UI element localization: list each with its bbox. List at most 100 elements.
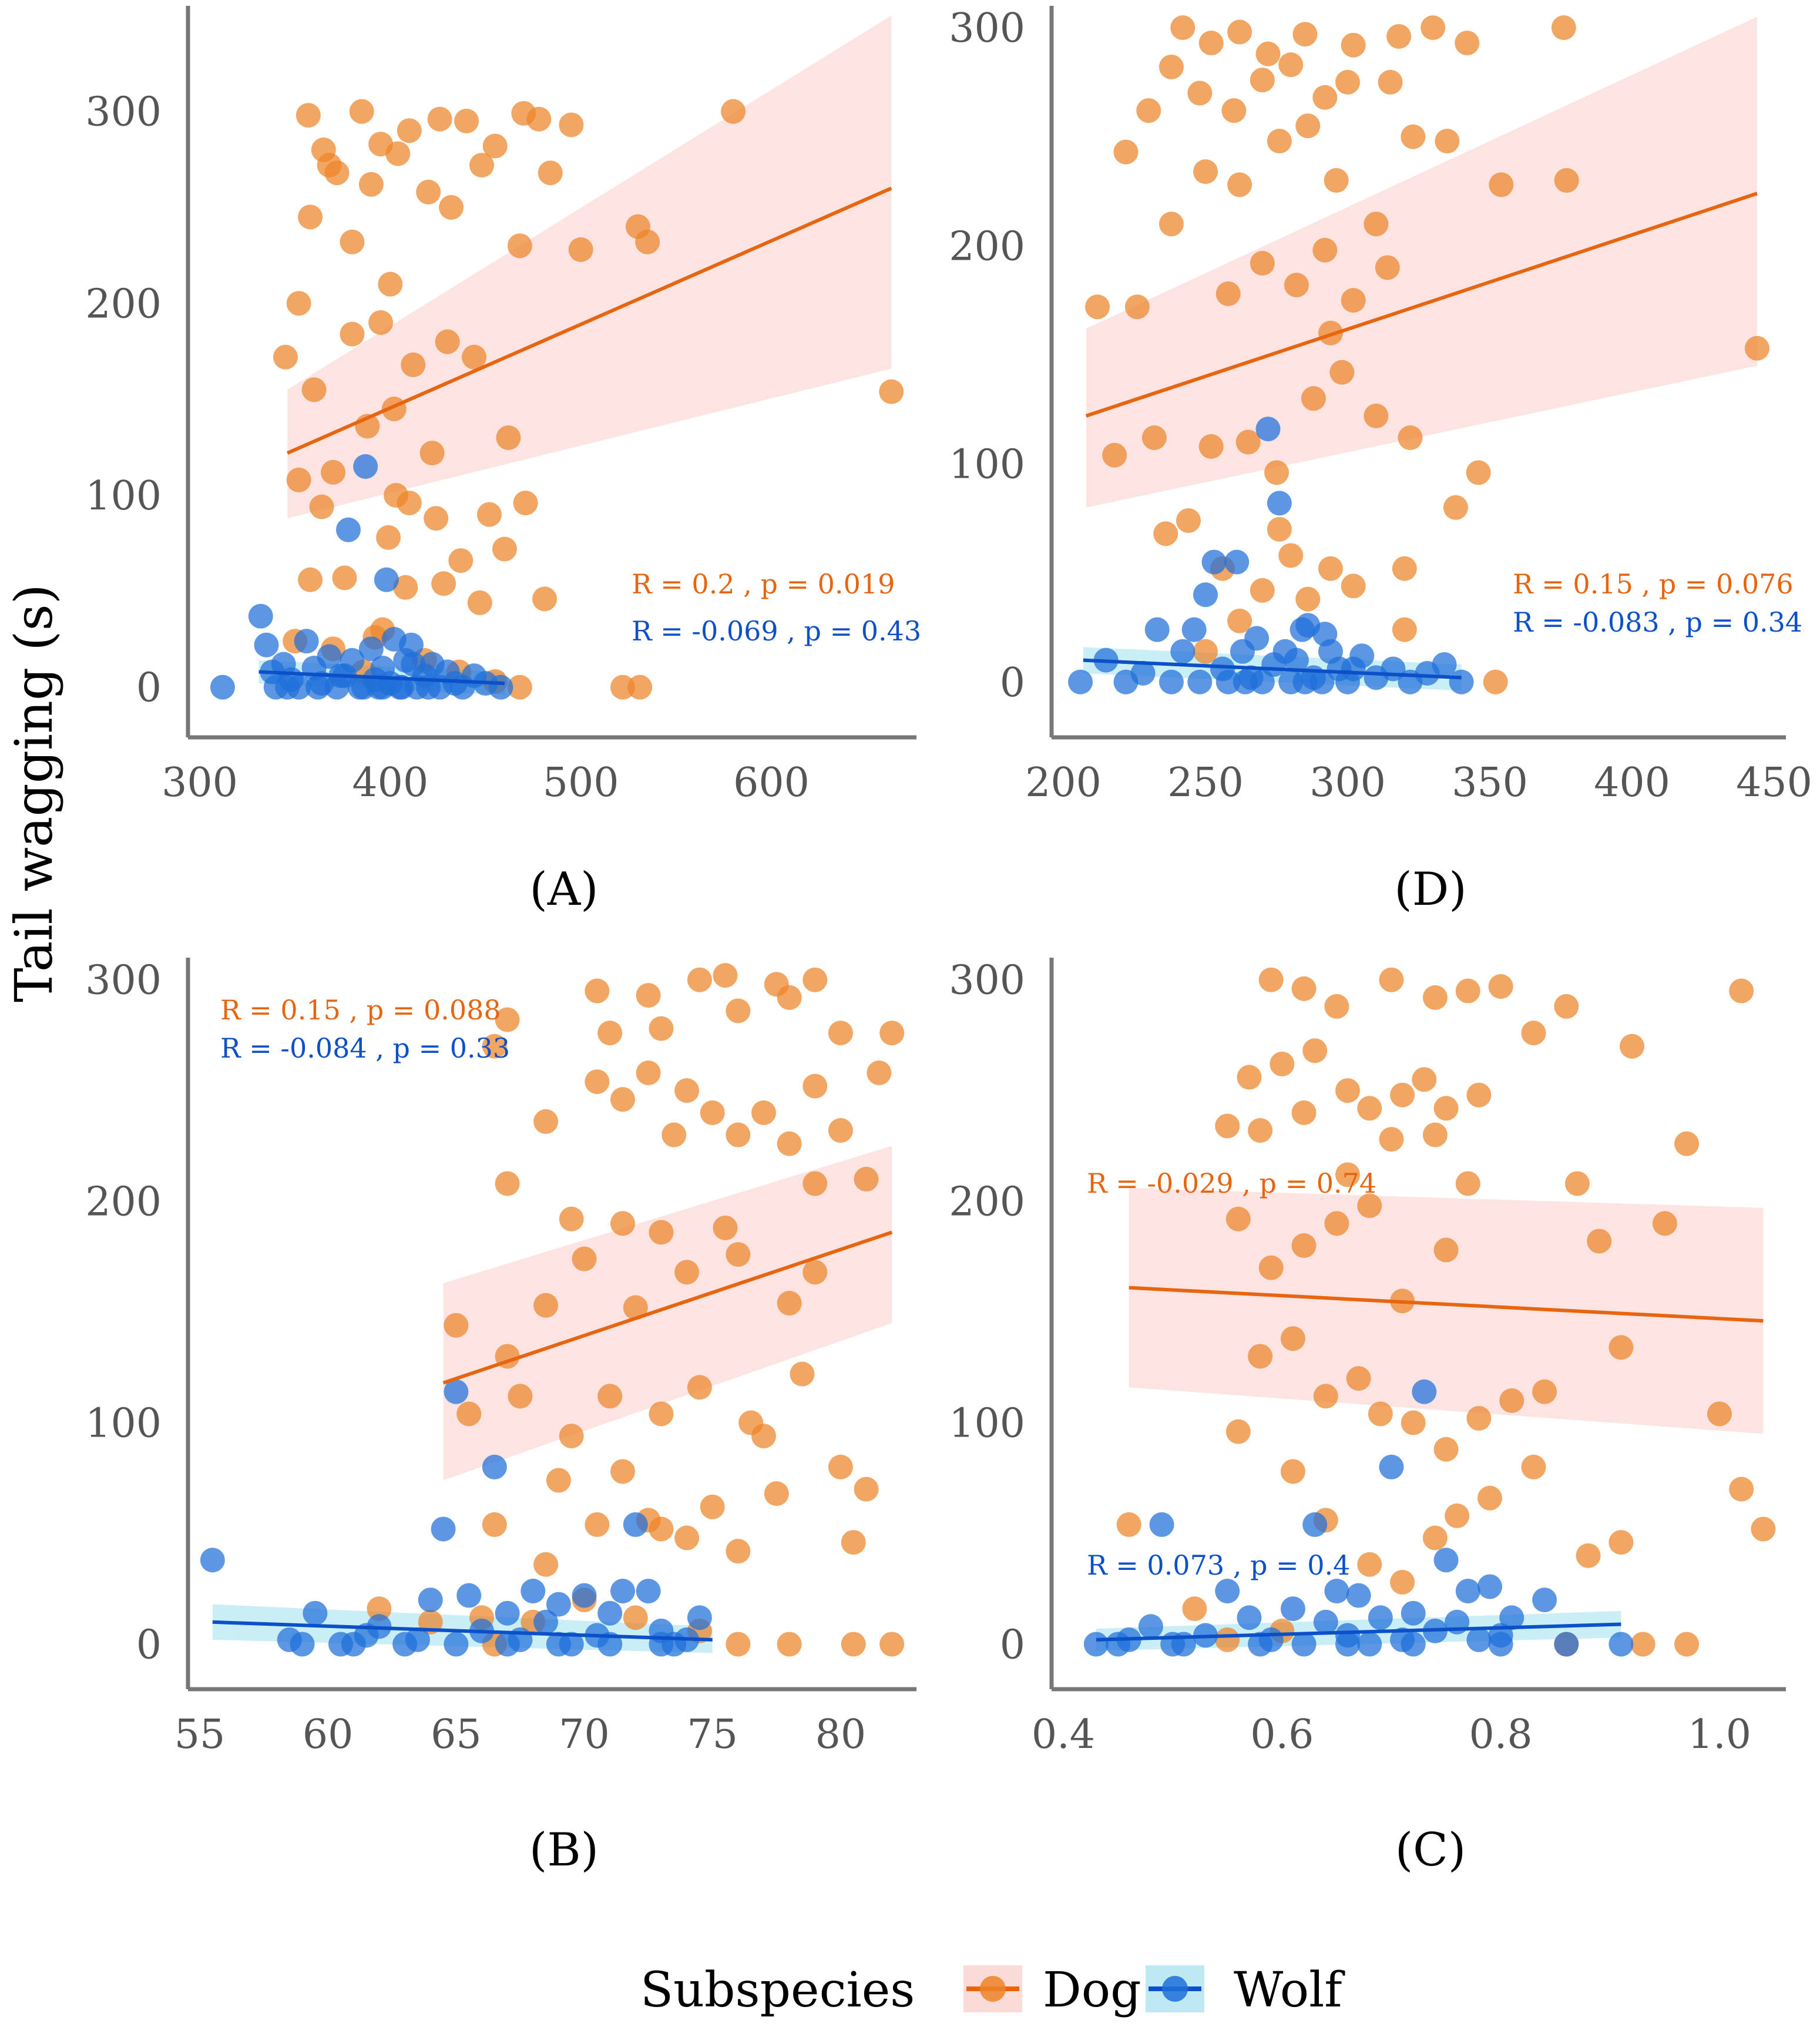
dog-point xyxy=(1291,976,1317,1001)
dog-point xyxy=(1341,288,1366,313)
dog-point xyxy=(1182,1596,1207,1622)
wolf-point xyxy=(1144,617,1170,642)
panel-d: 0 100 200 300 200 250 300 350 400 450 R = 0.15 , p… xyxy=(949,5,1812,916)
dog-point xyxy=(1248,1344,1273,1369)
wolf-point xyxy=(1291,1632,1317,1657)
dog-point xyxy=(1124,294,1150,320)
dog-point xyxy=(368,310,394,335)
dog-point xyxy=(495,1007,520,1032)
wolf-point xyxy=(418,1588,443,1613)
dog-point xyxy=(1250,578,1275,603)
dog-point xyxy=(1324,1211,1349,1236)
dog-point xyxy=(867,1061,892,1085)
x-tick-label: 70 xyxy=(559,1712,610,1758)
dog-point xyxy=(1227,19,1252,45)
dog-point xyxy=(1141,425,1167,450)
dog-point xyxy=(1278,52,1304,78)
dog-point xyxy=(1170,15,1196,41)
wolf-point xyxy=(1159,669,1184,694)
dog-point xyxy=(1445,1503,1470,1528)
wolf-point xyxy=(495,1632,520,1657)
wolf-point xyxy=(623,1512,648,1537)
wolf-correlation-text: R = -0.084 , p = 0.33 xyxy=(220,1032,510,1064)
dog-point xyxy=(385,141,411,166)
dog-point xyxy=(454,109,479,133)
wolf-point xyxy=(488,674,513,700)
wolf-point xyxy=(1449,669,1474,694)
dog-point xyxy=(1295,586,1321,612)
dog-point xyxy=(751,1424,776,1449)
x-tick-label: 400 xyxy=(1594,760,1670,806)
dog-point xyxy=(1324,994,1349,1019)
dog-point xyxy=(700,1100,725,1125)
dog-point xyxy=(636,1061,661,1085)
dog-point xyxy=(1392,556,1417,581)
y-tick-label: 200 xyxy=(949,1179,1025,1226)
dog-point xyxy=(317,153,342,178)
wolf-point xyxy=(1138,1614,1163,1639)
dog-point xyxy=(401,352,426,377)
dog-point xyxy=(1379,967,1404,992)
dog-point xyxy=(1375,255,1400,280)
dog-point xyxy=(610,1087,635,1112)
dog-regression-line xyxy=(1085,192,1758,418)
dog-point xyxy=(627,674,653,700)
x-tick-label: 0.4 xyxy=(1032,1712,1095,1758)
wolf-point xyxy=(335,517,361,542)
wolf-point xyxy=(1201,549,1227,575)
x-tick-label: 0.8 xyxy=(1469,1712,1533,1758)
dog-point xyxy=(1421,15,1446,41)
dog-point xyxy=(879,1021,905,1046)
dog-point xyxy=(496,425,521,450)
dog-point xyxy=(1267,516,1292,542)
wolf-correlation-text: R = -0.069 , p = 0.43 xyxy=(632,615,921,647)
dog-point xyxy=(1284,273,1309,298)
wolf-point xyxy=(495,1600,520,1626)
dog-point xyxy=(1225,1419,1251,1444)
x-tick-label: 500 xyxy=(543,760,619,806)
wolf-point xyxy=(275,674,300,700)
wolf-point xyxy=(1187,669,1213,694)
dog-point xyxy=(309,494,334,519)
wolf-point xyxy=(399,632,424,657)
dog-point xyxy=(1422,1525,1448,1551)
y-tick-label: 300 xyxy=(949,958,1025,1004)
dog-point xyxy=(649,1220,674,1245)
dog-point xyxy=(431,571,456,596)
dog-point xyxy=(1390,1082,1415,1108)
dog-point xyxy=(1291,1100,1317,1125)
wolf-point xyxy=(456,1583,482,1608)
dog-point xyxy=(1433,1437,1459,1462)
dog-point xyxy=(349,99,374,124)
dog-point xyxy=(1466,1406,1492,1431)
dog-point xyxy=(1455,978,1480,1004)
dog-point xyxy=(1357,1552,1382,1577)
wolf-regression-line xyxy=(1096,1622,1621,1642)
dog-point xyxy=(777,1632,802,1657)
wolf-point xyxy=(305,674,331,700)
y-tick-label: 300 xyxy=(85,958,162,1004)
wolf-point xyxy=(1248,1632,1273,1657)
dog-point xyxy=(1412,1067,1437,1092)
dog-point xyxy=(726,1122,751,1147)
dog-point xyxy=(1215,1113,1240,1139)
dog-point xyxy=(296,103,321,128)
dog-point xyxy=(1221,98,1247,123)
dog-point xyxy=(1264,460,1289,485)
wolf-point xyxy=(546,1592,571,1617)
dog-point xyxy=(332,565,357,590)
dog-point xyxy=(393,575,418,600)
legend-wolf-label: Wolf xyxy=(1234,1962,1345,2018)
dog-correlation-text: R = -0.029 , p = 0.74 xyxy=(1087,1167,1376,1199)
wolf-regression-line xyxy=(212,1620,713,1642)
y-tick-label: 0 xyxy=(1000,1622,1025,1668)
dog-point xyxy=(1159,54,1184,79)
legend-title: Subspecies xyxy=(640,1962,915,2018)
wolf-point xyxy=(1466,1627,1492,1652)
dog-point xyxy=(298,204,323,230)
dog-point xyxy=(1225,1206,1251,1231)
wolf-point xyxy=(1215,669,1241,694)
dog-point xyxy=(661,1122,687,1147)
wolf-point xyxy=(572,1583,597,1608)
